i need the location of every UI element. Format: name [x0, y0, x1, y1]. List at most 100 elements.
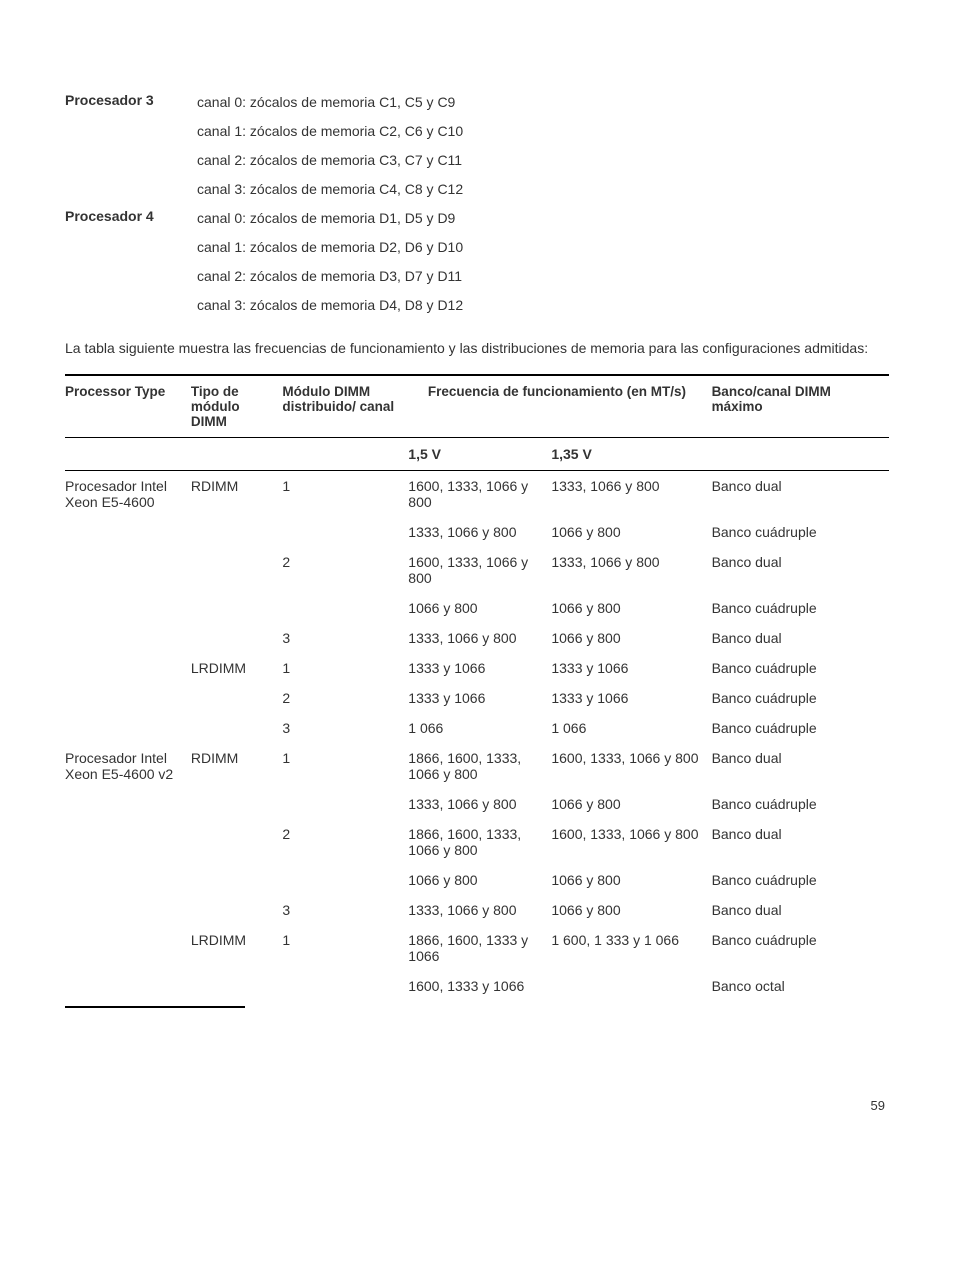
cell-bk: Banco octal [712, 971, 889, 1004]
processor-label: Procesador 3 [65, 88, 197, 108]
cell-v135: 1 600, 1 333 y 1 066 [551, 925, 711, 971]
cell-dp: 3 [282, 623, 408, 653]
cell-dt [191, 895, 283, 925]
cell-bk: Banco cuádruple [712, 653, 889, 683]
cell-v135: 1066 y 800 [551, 623, 711, 653]
cell-dt: LRDIMM [191, 653, 283, 683]
cell-pt [65, 623, 191, 653]
cell-bk: Banco cuádruple [712, 517, 889, 547]
cell-bk: Banco dual [712, 471, 889, 518]
channel-line: canal 0: zócalos de memoria C1, C5 y C9 [197, 88, 889, 117]
cell-dt [191, 593, 283, 623]
col-dimm-per-channel: Módulo DIMM distribuido/ canal [282, 375, 408, 438]
col-1-35v: 1,35 V [551, 438, 711, 471]
cell-v135: 1 066 [551, 713, 711, 743]
cell-v15: 1600, 1333, 1066 y 800 [408, 547, 551, 593]
cell-dp [282, 971, 408, 1004]
frequency-table: Processor Type Tipo de módulo DIMM Módul… [65, 374, 889, 1004]
cell-bk: Banco cuádruple [712, 789, 889, 819]
col-processor-type: Processor Type [65, 375, 191, 438]
cell-dp [282, 517, 408, 547]
processor-row: Procesador 3canal 0: zócalos de memoria … [65, 88, 889, 204]
col-dimm-type: Tipo de módulo DIMM [191, 375, 283, 438]
processor-channel-list: Procesador 3canal 0: zócalos de memoria … [65, 88, 889, 320]
cell-dt: LRDIMM [191, 925, 283, 971]
cell-v15: 1333 y 1066 [408, 653, 551, 683]
cell-v15: 1333, 1066 y 800 [408, 517, 551, 547]
cell-v15: 1866, 1600, 1333, 1066 y 800 [408, 819, 551, 865]
processor-channels: canal 0: zócalos de memoria C1, C5 y C9c… [197, 88, 889, 204]
cell-dp [282, 593, 408, 623]
channel-line: canal 1: zócalos de memoria C2, C6 y C10 [197, 117, 889, 146]
cell-dt [191, 789, 283, 819]
cell-v135: 1333 y 1066 [551, 683, 711, 713]
table-row: LRDIMM11866, 1600, 1333 y 10661 600, 1 3… [65, 925, 889, 971]
cell-dt: RDIMM [191, 471, 283, 518]
cell-bk: Banco cuádruple [712, 713, 889, 743]
channel-line: canal 3: zócalos de memoria C4, C8 y C12 [197, 175, 889, 204]
cell-dp: 2 [282, 819, 408, 865]
cell-v15: 1333, 1066 y 800 [408, 895, 551, 925]
cell-dp: 3 [282, 713, 408, 743]
cell-bk: Banco dual [712, 743, 889, 789]
cell-dp: 3 [282, 895, 408, 925]
cell-pt: Procesador Intel Xeon E5-4600 v2 [65, 743, 191, 789]
cell-v15: 1866, 1600, 1333 y 1066 [408, 925, 551, 971]
cell-bk: Banco cuádruple [712, 593, 889, 623]
cell-bk: Banco cuádruple [712, 683, 889, 713]
table-row: 1066 y 8001066 y 800Banco cuádruple [65, 865, 889, 895]
channel-line: canal 0: zócalos de memoria D1, D5 y D9 [197, 204, 889, 233]
channel-line: canal 1: zócalos de memoria D2, D6 y D10 [197, 233, 889, 262]
cell-pt: Procesador Intel Xeon E5-4600 [65, 471, 191, 518]
intro-paragraph: La tabla siguiente muestra las frecuenci… [65, 338, 889, 358]
cell-pt [65, 925, 191, 971]
cell-bk: Banco dual [712, 623, 889, 653]
cell-dp: 1 [282, 471, 408, 518]
table-row: 1066 y 8001066 y 800Banco cuádruple [65, 593, 889, 623]
cell-v135: 1600, 1333, 1066 y 800 [551, 743, 711, 789]
cell-pt [65, 895, 191, 925]
cell-pt [65, 971, 191, 1004]
table-row: 1333, 1066 y 8001066 y 800Banco cuádrupl… [65, 789, 889, 819]
cell-v15: 1866, 1600, 1333, 1066 y 800 [408, 743, 551, 789]
cell-pt [65, 653, 191, 683]
col-frequency-group: Frecuencia de funcionamiento (en MT/s) [408, 375, 711, 438]
cell-v15: 1066 y 800 [408, 593, 551, 623]
cell-pt [65, 517, 191, 547]
cell-pt [65, 683, 191, 713]
empty-cell [191, 438, 283, 471]
empty-cell [282, 438, 408, 471]
cell-dt [191, 683, 283, 713]
cell-pt [65, 713, 191, 743]
channel-line: canal 2: zócalos de memoria C3, C7 y C11 [197, 146, 889, 175]
cell-v15: 1333 y 1066 [408, 683, 551, 713]
cell-dp: 2 [282, 547, 408, 593]
cell-v135: 1066 y 800 [551, 593, 711, 623]
channel-line: canal 2: zócalos de memoria D3, D7 y D11 [197, 262, 889, 291]
cell-dp: 2 [282, 683, 408, 713]
cell-v135: 1066 y 800 [551, 517, 711, 547]
table-row: Procesador Intel Xeon E5-4600 v2RDIMM118… [65, 743, 889, 789]
cell-pt [65, 547, 191, 593]
cell-v135 [551, 971, 711, 1004]
processor-channels: canal 0: zócalos de memoria D1, D5 y D9c… [197, 204, 889, 320]
page-number: 59 [65, 1098, 889, 1113]
empty-cell [65, 438, 191, 471]
table-row: 31333, 1066 y 8001066 y 800Banco dual [65, 623, 889, 653]
cell-bk: Banco cuádruple [712, 865, 889, 895]
table-row: Procesador Intel Xeon E5-4600RDIMM11600,… [65, 471, 889, 518]
cell-bk: Banco dual [712, 547, 889, 593]
cell-v135: 1600, 1333, 1066 y 800 [551, 819, 711, 865]
table-row: 21333 y 10661333 y 1066Banco cuádruple [65, 683, 889, 713]
cell-v15: 1333, 1066 y 800 [408, 623, 551, 653]
cell-v15: 1333, 1066 y 800 [408, 789, 551, 819]
cell-pt [65, 593, 191, 623]
document-page: Procesador 3canal 0: zócalos de memoria … [0, 0, 954, 1153]
cell-v15: 1600, 1333, 1066 y 800 [408, 471, 551, 518]
cell-bk: Banco dual [712, 819, 889, 865]
empty-cell [712, 438, 889, 471]
cell-dt: RDIMM [191, 743, 283, 789]
table-end-rule [65, 1006, 245, 1008]
cell-dt [191, 547, 283, 593]
cell-v15: 1600, 1333 y 1066 [408, 971, 551, 1004]
